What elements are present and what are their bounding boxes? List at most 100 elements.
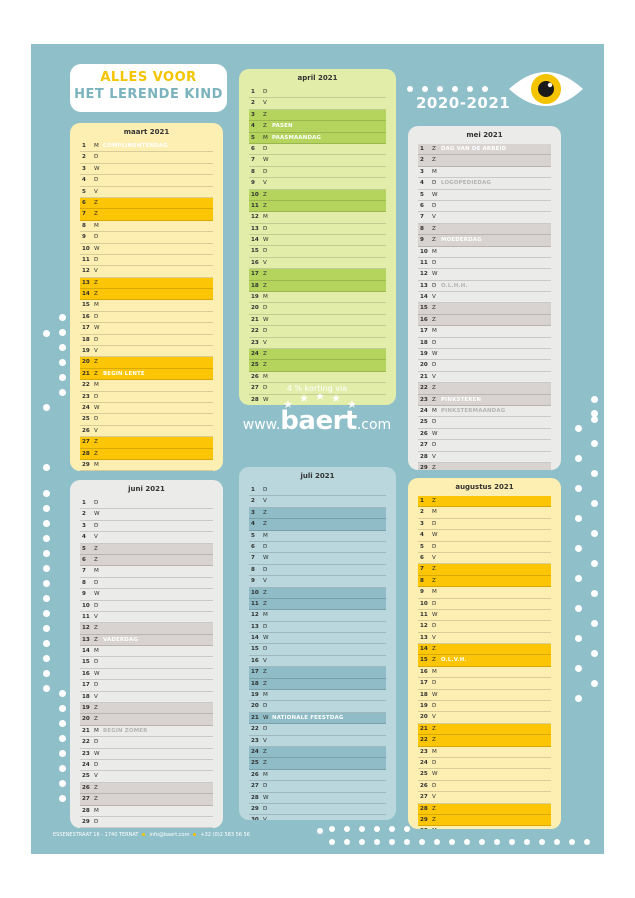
weekday-letter: D — [432, 623, 437, 630]
day-row: 19 M — [249, 690, 386, 702]
decorative-dot — [329, 826, 335, 832]
day-number: 2 — [82, 511, 86, 518]
decorative-dot — [509, 839, 515, 845]
weekday-letter: Z — [94, 199, 98, 206]
day-row: 22 D — [80, 737, 213, 749]
day-row: 11 W — [418, 610, 551, 622]
decorative-dot — [422, 86, 428, 92]
day-number: 7 — [420, 214, 424, 221]
day-number: 18 — [251, 282, 259, 289]
footer: ESSENESTRAAT 16 - 1740 TERNAT info@baert.… — [53, 832, 250, 838]
day-number: 29 — [82, 818, 90, 825]
weekday-letter: M — [94, 807, 99, 814]
day-row: 29 Z — [418, 814, 551, 827]
day-row: 14 Z — [418, 644, 551, 656]
weekday-letter: Z — [94, 705, 98, 712]
day-row: 28 M — [80, 806, 213, 817]
day-row: 20 V — [418, 712, 551, 724]
day-number: 10 — [420, 600, 428, 607]
day-row: 23 Z PINKSTEREN — [418, 394, 551, 406]
day-row: 1 Z DAG VAN DE ARBEID — [418, 144, 551, 156]
weekday-letter: Z — [94, 636, 98, 643]
day-number: 24 — [82, 761, 90, 768]
baert-logo[interactable]: www.baert.com — [239, 406, 395, 436]
day-number: 21 — [82, 727, 90, 734]
weekday-letter: V — [263, 498, 267, 505]
day-row: 12 D — [418, 621, 551, 633]
day-row: 11 Z — [249, 200, 386, 213]
day-number: 2 — [420, 157, 424, 164]
day-number: 8 — [82, 222, 86, 229]
day-row: 19 D — [418, 701, 551, 713]
day-number: 23 — [82, 750, 90, 757]
weekday-letter: V — [432, 554, 436, 561]
day-row: 28 V — [418, 452, 551, 463]
day-row: 23 M — [418, 747, 551, 758]
weekday-letter: Z — [432, 816, 436, 823]
decorative-dot — [569, 839, 575, 845]
day-number: 19 — [251, 692, 259, 699]
day-row: 22 D — [249, 724, 386, 736]
day-number: 15 — [420, 657, 428, 664]
day-number: 23 — [82, 393, 90, 400]
day-number: 27 — [82, 439, 90, 446]
day-row: 23 D — [80, 392, 213, 403]
weekday-letter: D — [263, 305, 268, 312]
decorative-dot — [344, 826, 350, 832]
promo-text: 4 % korting via — [286, 384, 348, 393]
day-row: 15 Z O.L.V.H. — [418, 655, 551, 667]
decorative-dot — [374, 826, 380, 832]
day-number: 24 — [251, 350, 259, 357]
decorative-dot — [591, 416, 598, 423]
decorative-dot — [59, 314, 66, 321]
day-row: 11 D — [418, 258, 551, 270]
day-row: 10 W — [80, 244, 213, 255]
decorative-dot — [591, 410, 598, 417]
day-row: 1 M COMPLIMENTENDAG — [80, 141, 213, 153]
footer-email[interactable]: info@baert.com — [149, 832, 190, 838]
eye-icon — [507, 63, 585, 119]
weekday-letter: Z — [94, 439, 98, 446]
day-number: 4 — [420, 180, 424, 187]
decorative-dot — [591, 470, 598, 477]
day-number: 22 — [251, 328, 259, 335]
weekday-letter: V — [94, 188, 98, 195]
day-row: 18 D — [80, 335, 213, 347]
weekday-letter: D — [263, 487, 268, 493]
day-row: 19 V — [80, 346, 213, 358]
day-number: 7 — [251, 157, 255, 164]
day-row: 11 V — [80, 612, 213, 624]
decorative-dot — [43, 685, 50, 692]
day-number: 6 — [82, 199, 86, 206]
day-number: 29 — [251, 805, 259, 812]
weekday-letter: W — [94, 404, 100, 411]
day-number: 19 — [251, 294, 259, 301]
decorative-dot — [524, 839, 530, 845]
day-row: 14 W — [249, 235, 386, 247]
day-row: 25 D — [418, 417, 551, 429]
day-row: 29 D — [80, 817, 213, 828]
day-row: 18 Z — [249, 280, 386, 293]
weekday-letter: D — [263, 145, 268, 152]
weekday-letter: Z — [94, 625, 98, 632]
day-number: 27 — [251, 783, 259, 790]
weekday-letter: D — [94, 336, 99, 343]
day-number: 28 — [82, 807, 90, 814]
decorative-dot — [59, 705, 66, 712]
month-maart: maart 2021 1 M COMPLIMENTENDAG 2 D 3 W 4 D 5 V 6 Z 7 Z 8… — [70, 123, 223, 471]
decorative-dot — [43, 505, 50, 512]
day-row: 13 D — [249, 622, 386, 634]
weekday-letter: D — [94, 739, 99, 746]
day-number: 18 — [420, 691, 428, 698]
decorative-dot — [575, 605, 582, 612]
weekday-letter: M — [263, 692, 268, 699]
weekday-letter: Z — [263, 509, 267, 516]
day-row: 15 M — [80, 300, 213, 312]
day-number: 15 — [251, 646, 259, 653]
decorative-dot — [575, 635, 582, 642]
day-number: 25 — [82, 416, 90, 423]
